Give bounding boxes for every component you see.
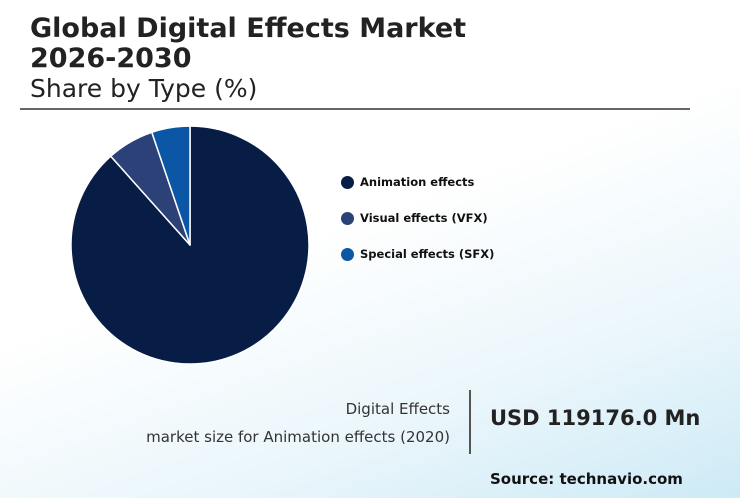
legend-swatch-sfx [341,247,354,261]
legend-label-animation: Animation effects [360,175,475,189]
header-divider [20,108,690,110]
chart-subtitle: Share by Type (%) [30,74,258,103]
chart-title: Global Digital Effects Market 2026-2030 [30,14,466,74]
source-credit: Source: technavio.com [490,470,683,488]
legend-label-sfx: Special effects (SFX) [360,247,495,261]
legend: Animation effects Visual effects (VFX) S… [341,172,494,280]
stat-divider [469,390,471,454]
legend-label-vfx: Visual effects (VFX) [360,211,488,225]
stat-value: USD 119176.0 Mn [490,406,701,430]
legend-item-animation: Animation effects [341,172,494,192]
title-line-2: 2026-2030 [30,43,192,74]
stat-label-line-1: Digital Effects [345,400,450,418]
legend-item-sfx: Special effects (SFX) [341,244,494,264]
legend-swatch-animation [341,175,354,189]
legend-item-vfx: Visual effects (VFX) [341,208,494,228]
pie-slice-sfx [151,125,191,246]
title-line-1: Global Digital Effects Market [30,13,467,44]
stat-label-line-2: market size for Animation effects (2020) [146,428,450,446]
legend-swatch-vfx [341,211,354,225]
